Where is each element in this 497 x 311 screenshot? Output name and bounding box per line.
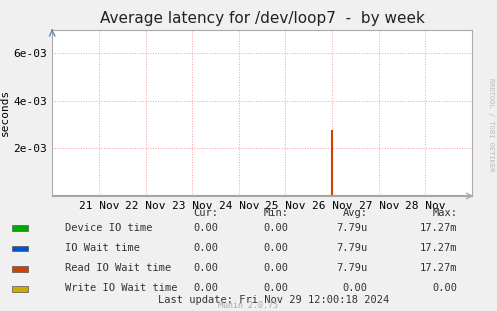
Text: 7.79u: 7.79u <box>336 243 368 253</box>
Y-axis label: seconds: seconds <box>0 89 9 136</box>
Text: 0.00: 0.00 <box>263 223 288 233</box>
Text: Device IO time: Device IO time <box>65 223 152 233</box>
Text: Max:: Max: <box>432 208 457 218</box>
Text: 0.00: 0.00 <box>263 263 288 273</box>
Text: 7.79u: 7.79u <box>336 263 368 273</box>
Text: 17.27m: 17.27m <box>420 223 457 233</box>
Text: 17.27m: 17.27m <box>420 243 457 253</box>
Text: Min:: Min: <box>263 208 288 218</box>
Text: 0.00: 0.00 <box>263 283 288 293</box>
Text: RRDTOOL / TOBI OETIKER: RRDTOOL / TOBI OETIKER <box>488 78 494 171</box>
Text: Read IO Wait time: Read IO Wait time <box>65 263 171 273</box>
Text: Last update: Fri Nov 29 12:00:18 2024: Last update: Fri Nov 29 12:00:18 2024 <box>158 295 389 305</box>
Text: Munin 2.0.75: Munin 2.0.75 <box>219 301 278 310</box>
Text: 0.00: 0.00 <box>432 283 457 293</box>
Text: 0.00: 0.00 <box>194 223 219 233</box>
Text: 0.00: 0.00 <box>194 283 219 293</box>
Text: 0.00: 0.00 <box>194 243 219 253</box>
Text: 0.00: 0.00 <box>263 243 288 253</box>
Text: 7.79u: 7.79u <box>336 223 368 233</box>
Text: Avg:: Avg: <box>343 208 368 218</box>
Text: Write IO Wait time: Write IO Wait time <box>65 283 177 293</box>
Text: 0.00: 0.00 <box>194 263 219 273</box>
Text: 17.27m: 17.27m <box>420 263 457 273</box>
Title: Average latency for /dev/loop7  -  by week: Average latency for /dev/loop7 - by week <box>100 11 424 26</box>
Text: 0.00: 0.00 <box>343 283 368 293</box>
Text: Cur:: Cur: <box>194 208 219 218</box>
Text: IO Wait time: IO Wait time <box>65 243 140 253</box>
